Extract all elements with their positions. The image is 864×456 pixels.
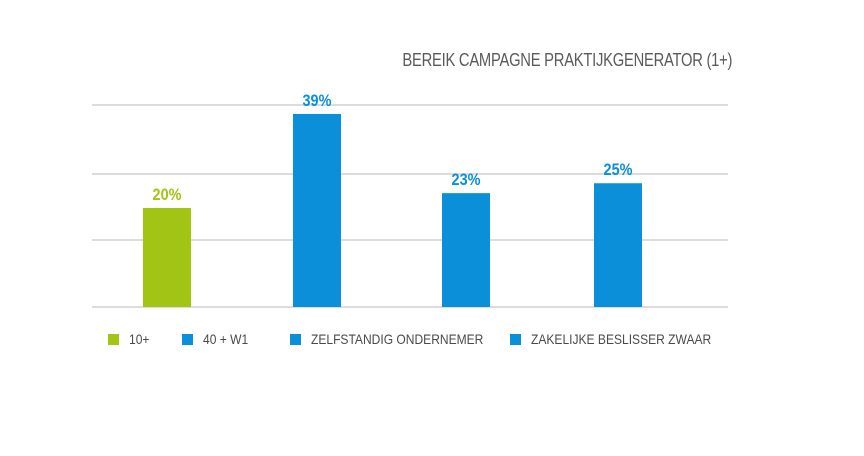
data-labels: 20% 39% 23% 25% [153,92,633,204]
legend-item: 10+ [108,331,153,347]
data-label: 23% [452,171,481,189]
data-label: 39% [303,92,332,110]
chart-title: BEREIK CAMPAGNE PRAKTIJKGENERATOR (1+) [402,50,732,70]
legend-item: ZAKELIJKE BESLISSER ZWAAR [510,331,741,347]
legend: 10+ 40 + W1 ZELFSTANDIG ONDERNEMER ZAKEL… [108,331,748,351]
legend-label: ZELFSTANDIG ONDERNEMER [311,331,484,347]
data-label: 25% [604,161,633,179]
bar [442,193,490,307]
legend-item: ZELFSTANDIG ONDERNEMER [290,331,511,347]
bar [594,183,642,307]
legend-label: 10+ [129,331,150,347]
bar [293,113,341,307]
legend-swatch [510,333,521,345]
legend-label: 40 + W1 [203,331,249,347]
legend-label: ZAKELIJKE BESLISSER ZWAAR [531,331,712,347]
legend-swatch [182,333,193,345]
bars [143,113,642,307]
legend-swatch [108,333,119,345]
legend-swatch [290,333,301,345]
bar [143,208,191,307]
data-label: 20% [153,186,182,204]
legend-item: 40 + W1 [182,331,256,347]
